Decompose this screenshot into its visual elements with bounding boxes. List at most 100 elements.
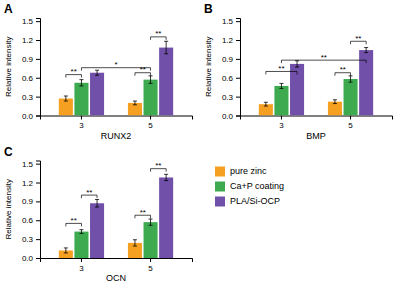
y-tick: 1.2 xyxy=(222,36,240,45)
y-tick-mark xyxy=(36,78,40,79)
error-bar xyxy=(333,100,337,104)
y-tick-label: 1.5 xyxy=(222,17,234,26)
series xyxy=(74,76,157,116)
significance-label: ** xyxy=(71,216,77,225)
figure: 0.00.30.60.91.21.535*******ARelative int… xyxy=(0,0,400,285)
y-tick: 0.3 xyxy=(22,93,40,102)
error-bar xyxy=(164,174,168,180)
x-axis-title: RUNX2 xyxy=(101,131,132,141)
x-tick-label: 3 xyxy=(279,121,284,130)
y-axis: 0.00.30.60.91.21.5 xyxy=(22,160,41,263)
panel-label: B xyxy=(204,2,213,16)
x-axis: 35 xyxy=(41,116,193,131)
panel-label: A xyxy=(4,2,13,16)
marks xyxy=(59,174,173,258)
y-tick-label: 1.5 xyxy=(22,17,34,26)
bar xyxy=(159,177,173,258)
y-tick-mark xyxy=(36,59,40,60)
y-tick-label: 1.5 xyxy=(22,160,34,169)
bar xyxy=(159,48,173,116)
y-tick-mark xyxy=(36,21,40,22)
x-tick: 3 xyxy=(279,116,284,131)
y-axis-line xyxy=(236,19,241,117)
plot-area: 0.00.30.60.91.21.535******** xyxy=(222,17,393,130)
y-tick: 0.0 xyxy=(22,112,40,121)
y-tick-mark xyxy=(36,97,40,98)
series xyxy=(274,76,357,116)
series xyxy=(290,48,373,116)
y-tick-label: 0.0 xyxy=(222,112,234,121)
y-tick-label: 0.0 xyxy=(22,112,34,121)
legend-item: Ca+P coating xyxy=(215,181,284,192)
y-tick-label: 0.6 xyxy=(22,216,34,225)
y-axis-line xyxy=(36,19,41,117)
x-axis-line xyxy=(41,259,193,263)
x-tick: 3 xyxy=(79,258,84,273)
legend-label: PLA/Si-OCP xyxy=(230,196,280,206)
y-tick-mark xyxy=(36,164,40,165)
x-axis-title: OCN xyxy=(106,273,126,283)
y-tick-label: 1.2 xyxy=(222,36,234,45)
panel: 0.00.30.60.91.21.535********BRelative in… xyxy=(204,2,393,141)
error-bar xyxy=(149,219,153,225)
x-tick-mark xyxy=(150,258,151,262)
y-tick-label: 0.9 xyxy=(22,197,34,206)
y-tick: 1.2 xyxy=(22,179,40,188)
y-tick-label: 0.6 xyxy=(22,74,34,83)
error-bar xyxy=(95,200,99,208)
legend-label: pure zinc xyxy=(230,166,267,176)
panel-label: C xyxy=(4,145,13,159)
x-tick: 3 xyxy=(79,116,84,131)
x-tick-label: 3 xyxy=(79,264,84,273)
legend-swatch xyxy=(215,182,225,192)
significance-label: ** xyxy=(355,34,361,43)
y-axis: 0.00.30.60.91.21.5 xyxy=(222,17,241,120)
panel: 0.00.30.60.91.21.535*******ARelative int… xyxy=(4,2,193,141)
error-bar xyxy=(64,96,68,101)
y-tick-label: 0.0 xyxy=(22,254,34,263)
x-tick-mark xyxy=(350,116,351,120)
annotations: ******* xyxy=(66,29,166,77)
marks xyxy=(259,48,373,116)
x-tick-mark xyxy=(281,116,282,120)
legend-swatch xyxy=(215,197,225,207)
x-tick-mark xyxy=(150,116,151,120)
x-tick: 5 xyxy=(348,116,353,131)
bar xyxy=(344,79,358,115)
x-axis: 35 xyxy=(41,258,193,273)
error-bar xyxy=(264,102,268,106)
error-bar xyxy=(364,48,368,53)
error-bar xyxy=(79,230,83,234)
error-bar xyxy=(64,248,68,253)
y-tick: 0.3 xyxy=(222,93,240,102)
bar xyxy=(90,203,104,258)
significance-label: ** xyxy=(140,65,146,74)
error-bar xyxy=(133,101,137,105)
error-bar xyxy=(95,70,99,75)
y-tick-label: 1.2 xyxy=(22,36,34,45)
significance-label: ** xyxy=(278,64,284,73)
x-axis-line xyxy=(241,116,393,120)
bar xyxy=(144,80,158,116)
significance-label: ** xyxy=(140,208,146,217)
plot-area: 0.00.30.60.91.21.535******** xyxy=(22,160,193,273)
significance-label: ** xyxy=(155,29,161,38)
x-tick-mark xyxy=(81,258,82,262)
error-bar xyxy=(133,240,137,246)
y-tick-mark xyxy=(236,21,240,22)
error-bar xyxy=(79,80,83,86)
y-axis-title: Relative intensity xyxy=(4,37,13,97)
y-tick-label: 0.3 xyxy=(222,93,234,102)
x-axis: 35 xyxy=(241,116,393,131)
series xyxy=(74,219,157,258)
bar xyxy=(74,232,88,258)
legend-item: pure zinc xyxy=(215,166,267,177)
y-tick-mark xyxy=(236,59,240,60)
y-axis-title: Relative intensity xyxy=(4,179,13,239)
y-axis-line xyxy=(36,161,41,259)
error-bar xyxy=(164,41,168,54)
y-tick-mark xyxy=(236,116,240,117)
x-axis-title: BMP xyxy=(306,131,326,141)
series xyxy=(90,174,173,258)
y-tick-mark xyxy=(36,116,40,117)
